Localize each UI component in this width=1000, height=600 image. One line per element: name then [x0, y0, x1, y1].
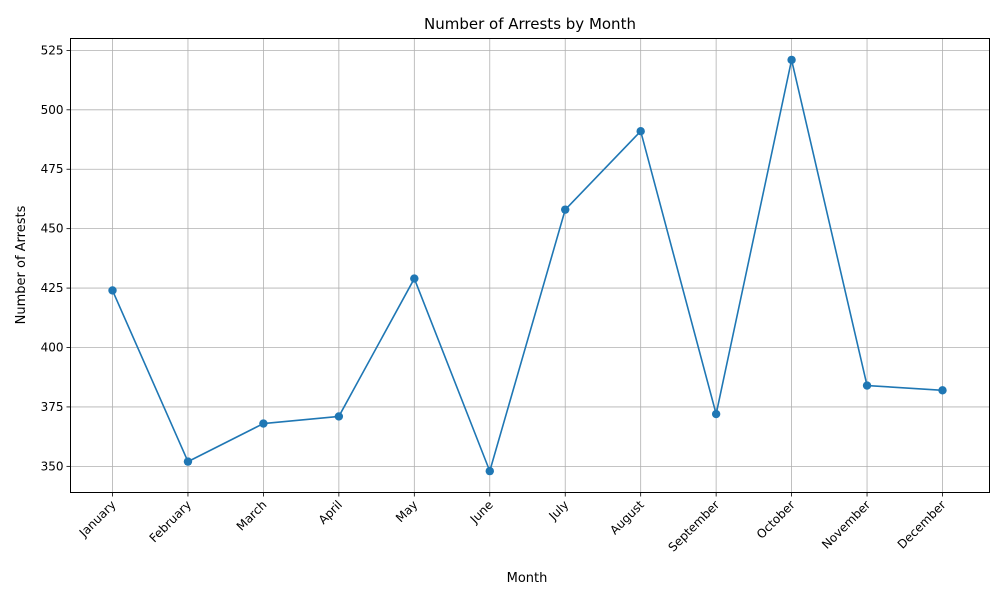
- x-axis-label: Month: [507, 571, 548, 586]
- y-tick-label: 350: [41, 459, 64, 473]
- series-line-layer: [111, 59, 943, 472]
- grid-lines: [70, 38, 990, 493]
- data-point: [183, 457, 193, 466]
- data-point: [485, 466, 494, 476]
- y-tick-label: 475: [41, 162, 64, 176]
- data-point: [938, 386, 947, 395]
- y-tick-label: 450: [41, 222, 64, 236]
- data-point: [787, 55, 796, 65]
- data-point: [410, 274, 419, 283]
- plot-area-frame: [70, 38, 990, 493]
- data-point: [561, 205, 570, 214]
- y-tick-label: 525: [41, 43, 64, 57]
- y-tick-label: 425: [41, 281, 64, 295]
- y-axis-label: Number of Arrests: [14, 205, 29, 324]
- data-points: [108, 55, 947, 476]
- series-line: [111, 59, 943, 472]
- y-tick-label: 400: [41, 341, 64, 355]
- data-point: [259, 419, 268, 428]
- y-tick-label: 375: [41, 400, 64, 414]
- data-point: [334, 412, 344, 421]
- data-point: [862, 381, 872, 390]
- chart-title: Number of Arrests by Month: [424, 15, 636, 33]
- data-point: [711, 409, 721, 419]
- data-point: [108, 286, 117, 295]
- data-point: [636, 127, 645, 136]
- y-tick-label: 500: [41, 103, 64, 117]
